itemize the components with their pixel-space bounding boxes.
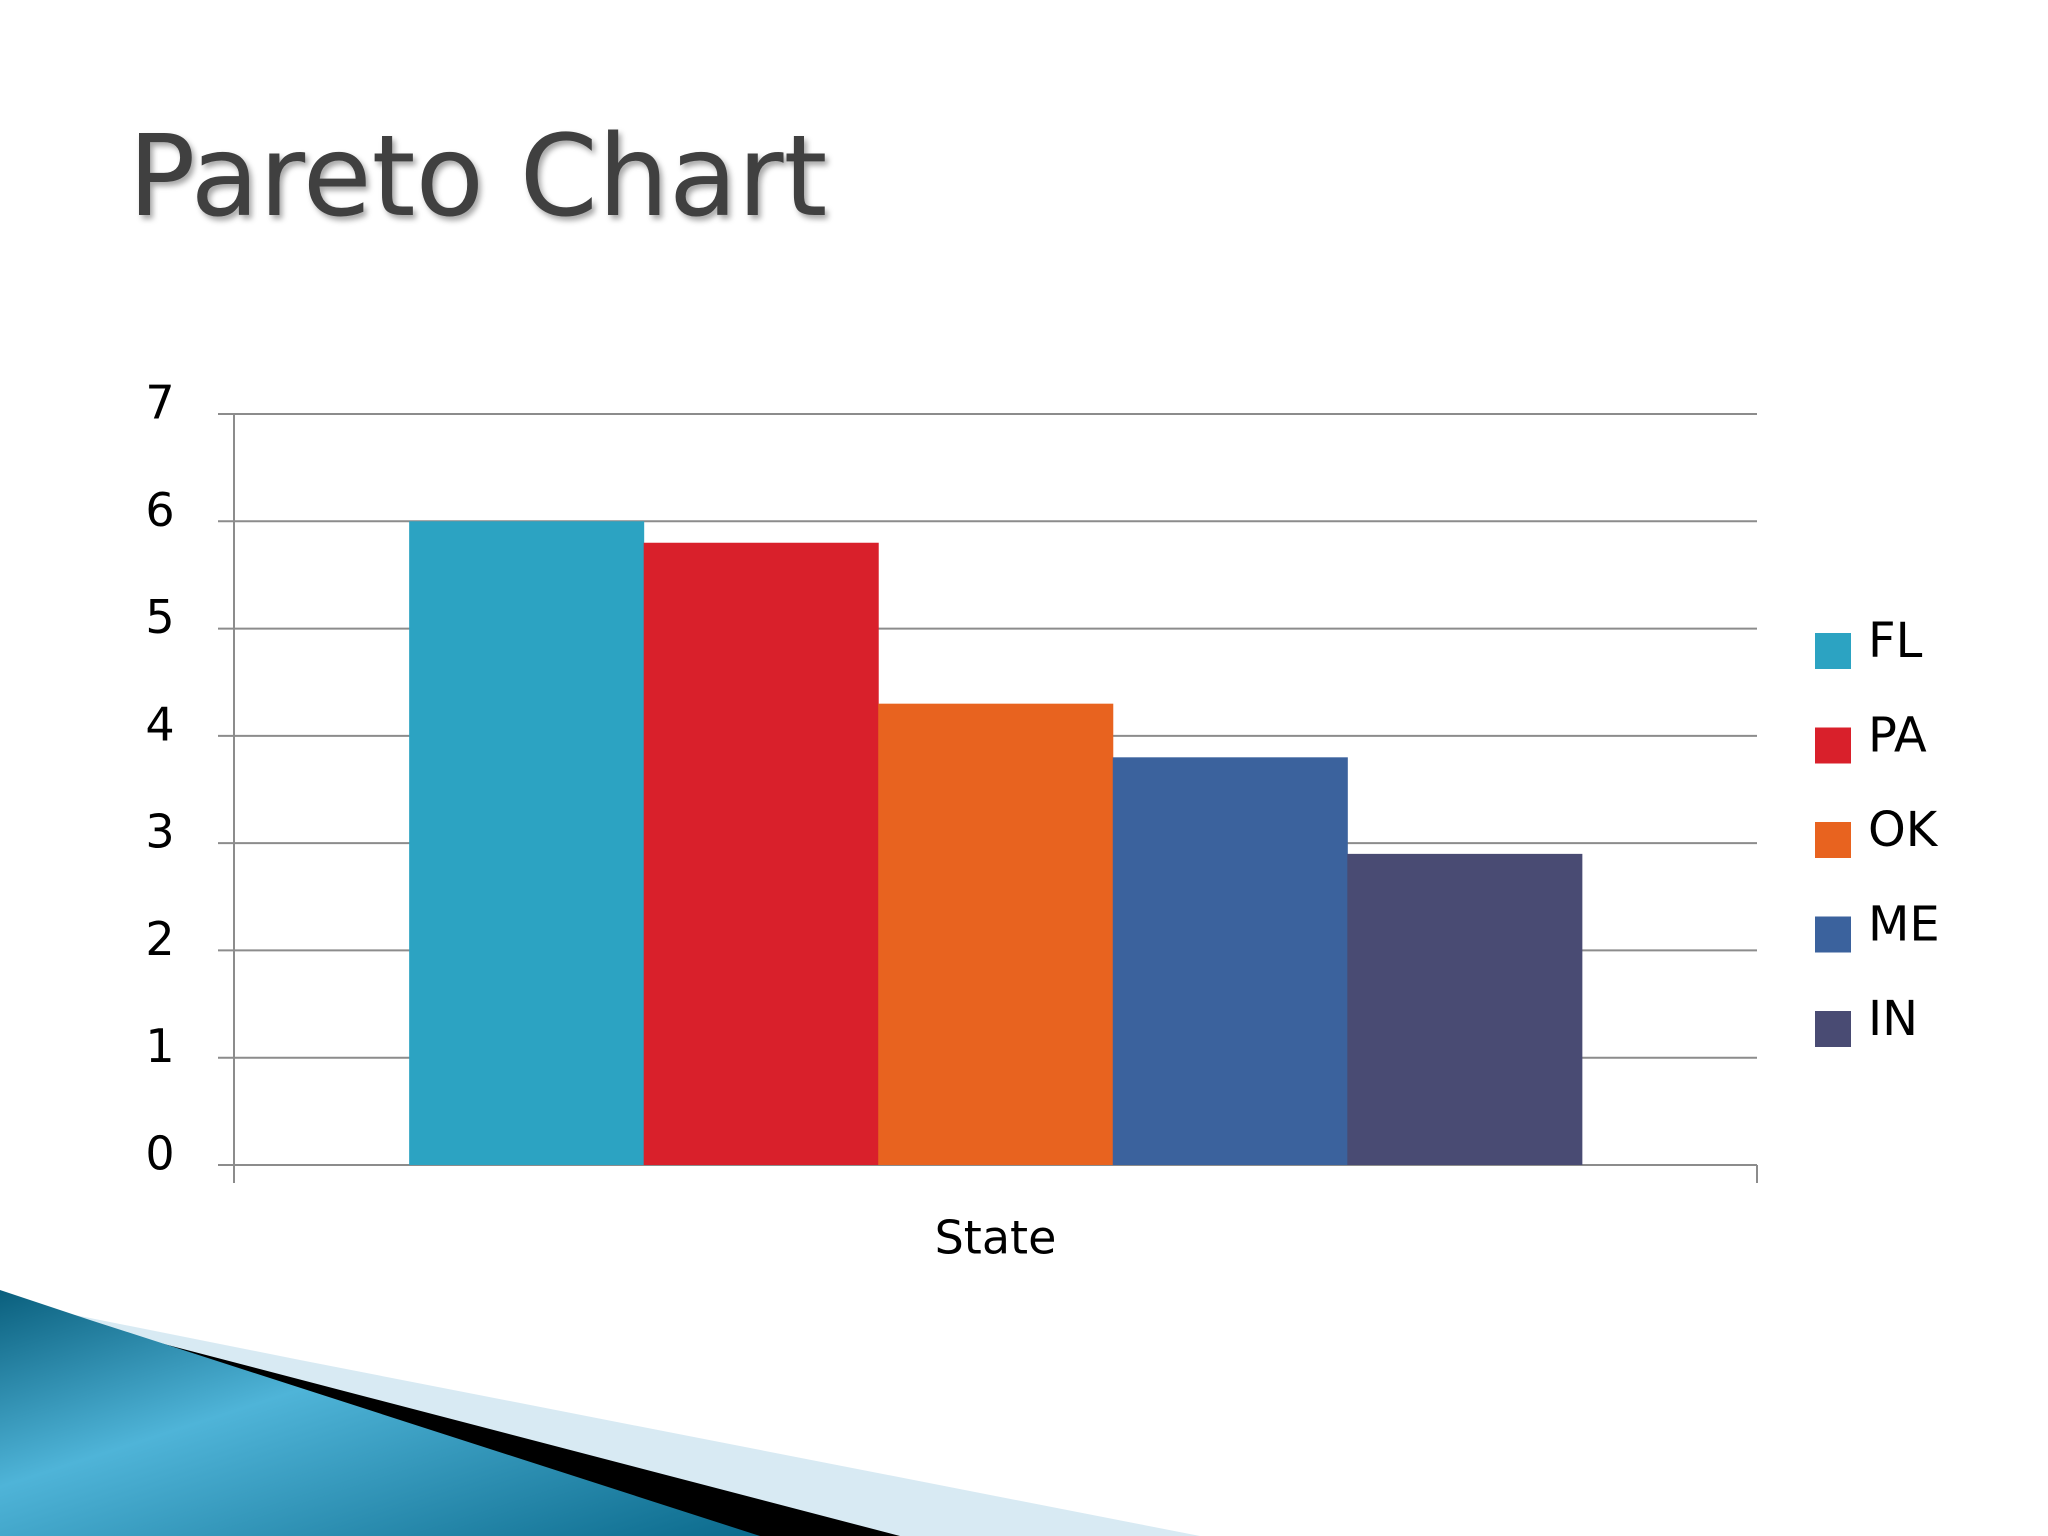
y-tick-label: 0 (145, 1127, 174, 1181)
legend-swatch (1815, 633, 1851, 669)
legend-swatch (1815, 1011, 1851, 1047)
legend-label: IN (1868, 991, 1918, 1047)
bar (1347, 853, 1583, 1165)
bar (1112, 757, 1348, 1165)
chart-title: Pareto Chart (128, 112, 827, 242)
plot: 0 1 2 3 4 5 6 7 State FL PA OK ME IN (145, 376, 1939, 1265)
legend-label: OK (1868, 802, 1939, 858)
bar (878, 703, 1114, 1165)
y-tick-label: 6 (145, 483, 174, 537)
y-tick-label: 4 (145, 697, 174, 751)
y-tick-label: 3 (145, 805, 174, 859)
bar (643, 542, 879, 1165)
legend-swatch (1815, 916, 1851, 953)
legend-label: ME (1868, 897, 1940, 953)
y-tick-label: 2 (145, 912, 174, 966)
bar (409, 521, 645, 1165)
y-tick-label: 7 (145, 376, 174, 430)
legend-label: FL (1868, 613, 1923, 669)
y-tick-label: 5 (145, 590, 174, 644)
legend-swatch (1815, 727, 1851, 764)
legend-swatch (1815, 822, 1851, 858)
y-tick-label: 1 (145, 1019, 174, 1073)
x-tick-label: State (935, 1211, 1057, 1265)
decoration (0, 1290, 1200, 1536)
legend-label: PA (1868, 708, 1927, 764)
